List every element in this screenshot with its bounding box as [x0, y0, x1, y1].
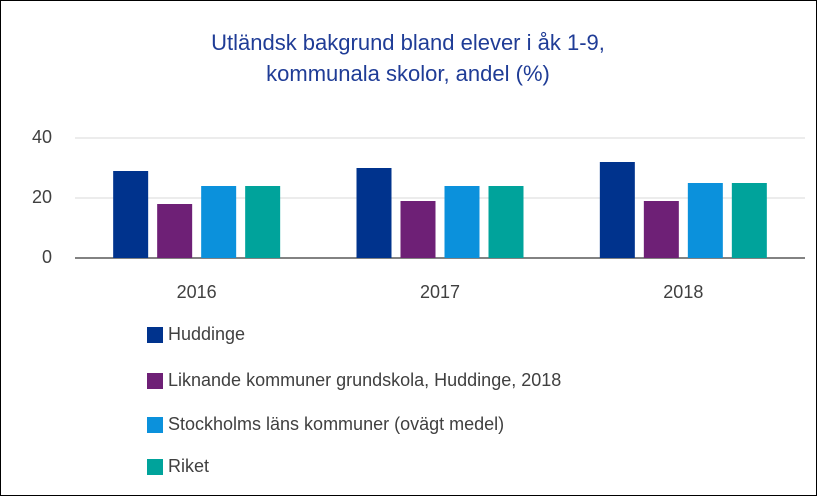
bar — [113, 171, 149, 258]
bar — [731, 183, 767, 258]
legend-swatch — [147, 373, 163, 389]
bar — [444, 186, 480, 258]
bar — [488, 186, 524, 258]
x-tick-label: 2016 — [177, 282, 217, 302]
y-tick-label: 40 — [32, 127, 52, 147]
legend-swatch — [147, 417, 163, 433]
bar — [599, 162, 635, 258]
y-tick-label: 20 — [32, 187, 52, 207]
legend-label: Liknande kommuner grundskola, Huddinge, … — [168, 370, 561, 390]
legend-swatch — [147, 459, 163, 475]
legend-label: Riket — [168, 456, 209, 476]
x-tick-label: 2017 — [420, 282, 460, 302]
bar — [201, 186, 237, 258]
bar — [400, 201, 436, 258]
chart-title: kommunala skolor, andel (%) — [266, 61, 550, 86]
legend-swatch — [147, 327, 163, 343]
legend-label: Huddinge — [168, 324, 245, 344]
bar — [157, 204, 193, 258]
chart-title: Utländsk bakgrund bland elever i åk 1-9, — [211, 30, 605, 55]
legend-label: Stockholms läns kommuner (ovägt medel) — [168, 414, 504, 434]
x-tick-label: 2018 — [663, 282, 703, 302]
bar — [687, 183, 723, 258]
bar — [643, 201, 679, 258]
bar — [356, 168, 392, 258]
y-tick-label: 0 — [42, 247, 52, 267]
bar — [245, 186, 281, 258]
